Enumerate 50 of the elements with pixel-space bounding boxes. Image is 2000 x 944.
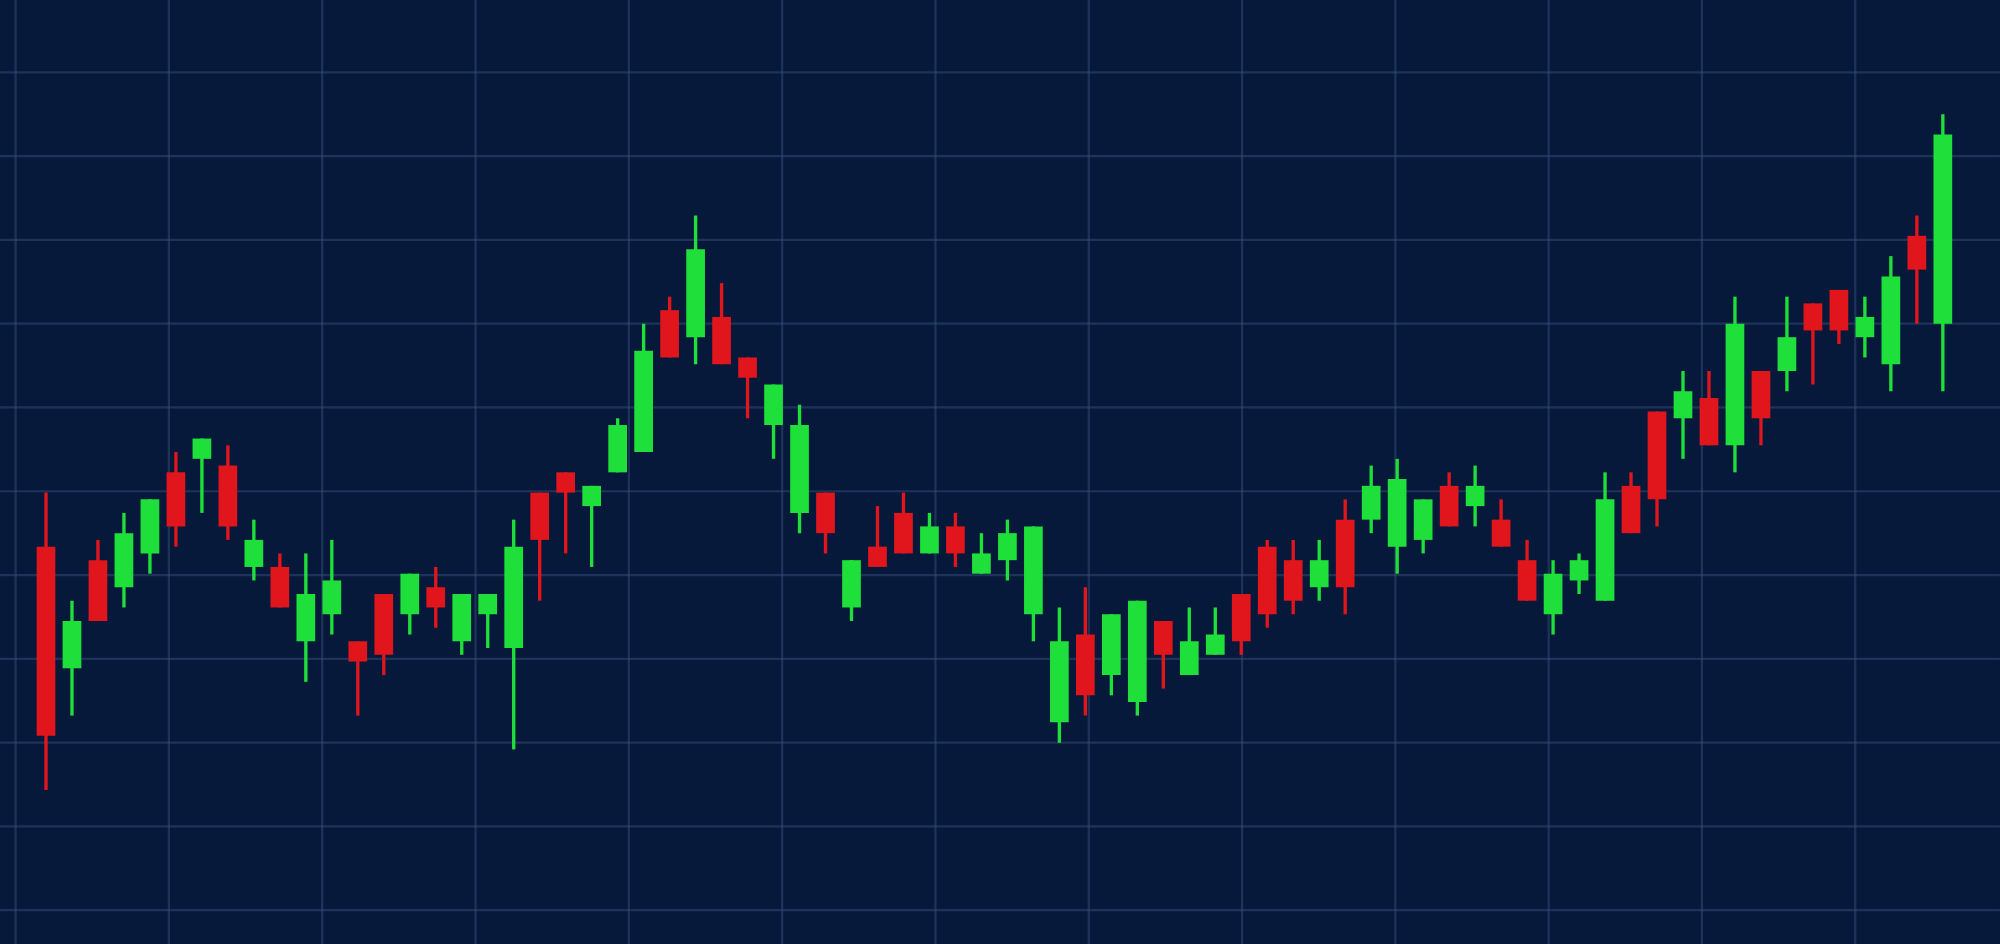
- candlestick: [946, 511, 965, 569]
- candlestick: [1179, 605, 1199, 677]
- candlestick: [1855, 294, 1875, 360]
- candlestick: [764, 382, 783, 461]
- candlestick: [1829, 288, 1849, 346]
- candlestick: [1309, 538, 1329, 603]
- candlestick: [452, 592, 472, 657]
- candlestick: [582, 484, 602, 569]
- candlestick: [1621, 470, 1641, 535]
- candlestick: [244, 517, 264, 583]
- candlestick: [894, 490, 913, 556]
- candlestick: [738, 355, 757, 420]
- candlestick: [530, 490, 550, 603]
- candlestick: [868, 504, 887, 569]
- candlestick: [400, 572, 420, 637]
- candlestick: [322, 538, 342, 637]
- candlestick: [556, 470, 576, 556]
- candlestick: [1465, 463, 1485, 529]
- candlestick: [608, 416, 627, 475]
- candlestick: [1803, 301, 1823, 387]
- candlestick: [816, 490, 835, 556]
- candlestick: [660, 294, 679, 360]
- candlestick: [1907, 213, 1927, 326]
- candlestick: [1751, 369, 1771, 447]
- candlestick: [192, 436, 212, 515]
- candlestick: [972, 531, 991, 576]
- candlestick: [1491, 497, 1511, 549]
- candlestick: [1517, 538, 1537, 603]
- candlestick: [478, 592, 498, 650]
- candlestick: [426, 565, 446, 630]
- candlestick: [348, 639, 368, 718]
- candlestick: [1361, 463, 1381, 535]
- candlestick: [1283, 538, 1303, 616]
- candlestick: [270, 551, 290, 610]
- candlestick: [1231, 592, 1251, 657]
- candlestick: [1673, 369, 1693, 461]
- candlestick: [712, 281, 731, 366]
- candlestick: [920, 511, 939, 556]
- candlestick: [842, 558, 861, 623]
- candlestick: [1699, 369, 1719, 447]
- candlestick: [1569, 551, 1589, 596]
- candlestick: [296, 551, 316, 684]
- candlestick: [1205, 605, 1225, 657]
- candlestick: [1413, 497, 1433, 556]
- candlestick: [1777, 294, 1797, 393]
- candlestick: [1543, 558, 1563, 637]
- candlestick: [998, 517, 1017, 583]
- candlestick: [1439, 470, 1459, 529]
- candlestick: [1153, 619, 1173, 691]
- candlestick: [62, 599, 82, 718]
